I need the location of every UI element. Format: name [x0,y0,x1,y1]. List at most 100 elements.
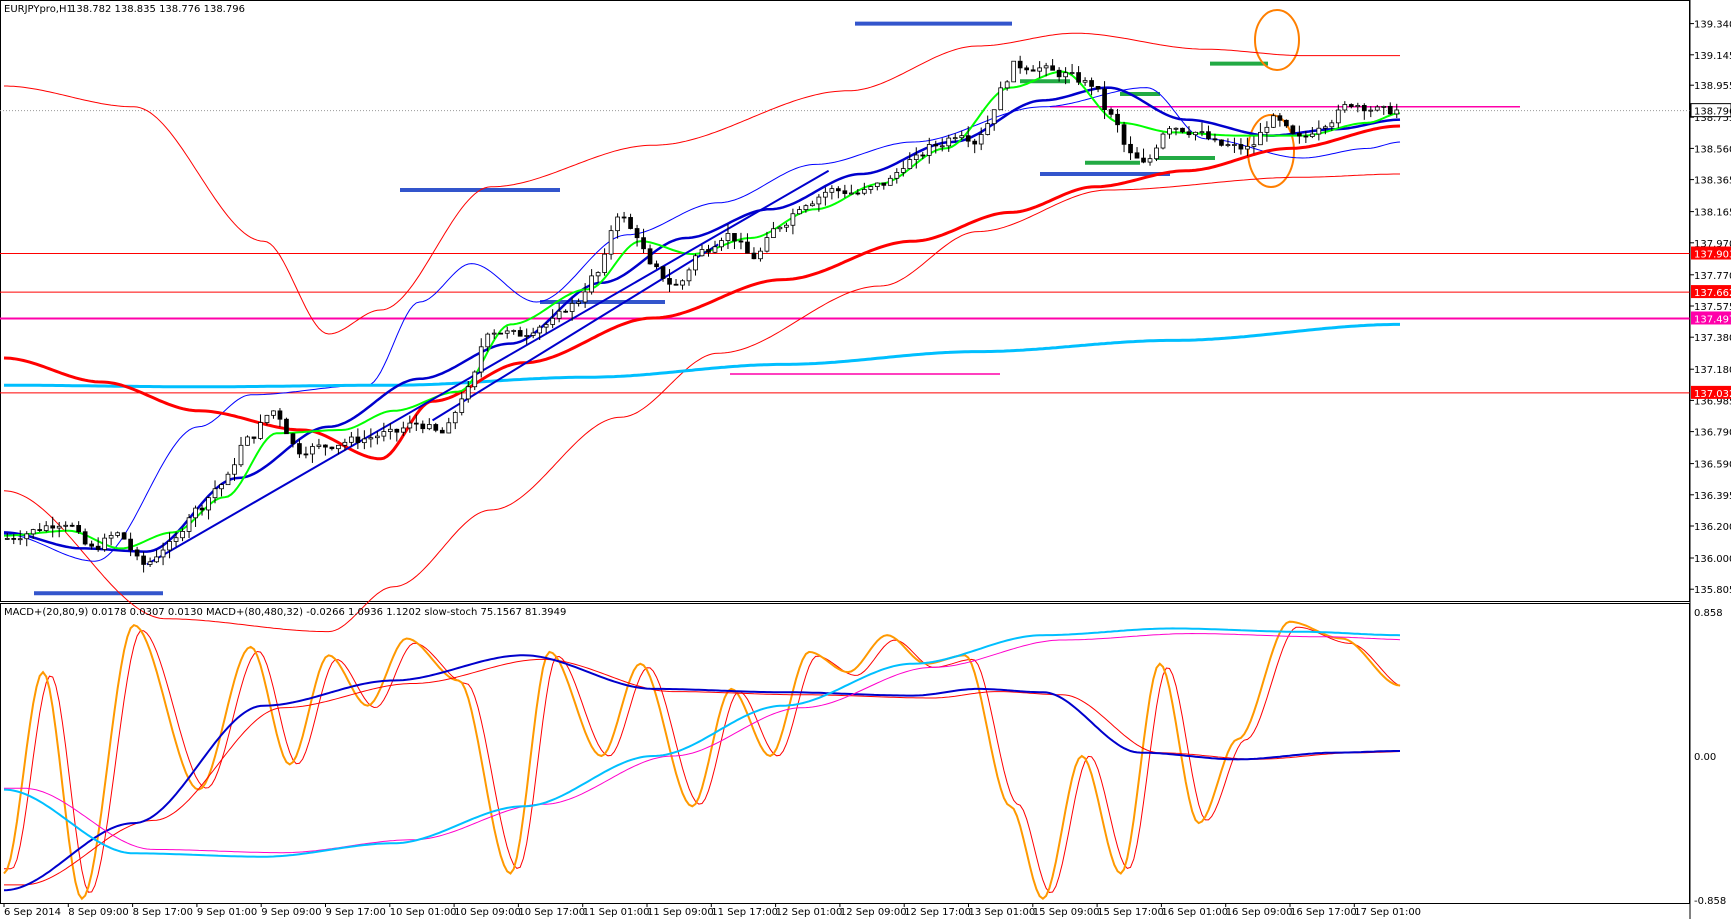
candle-body [1238,144,1244,150]
candle-body [1264,126,1270,133]
bollinger-band [3,87,1401,562]
current-price-tag [1690,103,1731,118]
y-tick-label: 137.380 [1694,333,1731,344]
price-tag [1691,385,1731,399]
ma-red [3,124,1401,461]
candle-body [212,488,218,499]
candle-body [621,216,627,219]
candle-body [1322,126,1328,129]
ma-cyan [4,322,1400,389]
candle-body [128,538,133,551]
candle-body [836,188,841,192]
price-tag-label: 137.903 [1694,250,1731,261]
orange-circle-top [1254,9,1300,71]
candle-body [413,422,419,425]
candle-body [589,275,594,293]
candle-body [491,332,497,335]
candle-body [965,135,971,142]
candle-body [959,135,965,139]
candle-body [154,556,159,563]
y-tick-label: 138.955 [1694,81,1731,92]
candle-body [686,269,692,282]
x-tick-label: 6 Sep 2014 [4,907,61,918]
candle-body [693,255,698,271]
x-tick-label: 8 Sep 17:00 [133,907,193,918]
candle-body [1024,67,1029,71]
candle-body [303,453,309,456]
candle-body [1076,72,1081,83]
horizontal-levels [0,106,1690,394]
indicator-series-2 [3,627,1401,858]
candle-body [913,154,919,160]
candle-body [939,145,945,148]
candle-body [1167,128,1172,135]
x-tick-label: 9 Sep 17:00 [326,907,386,918]
candle-body [556,310,562,319]
candle-body [362,438,367,444]
y-tick-label: 137.180 [1694,365,1731,376]
candle-body [238,444,244,466]
candle-body [920,154,926,157]
candle-body [63,524,69,527]
candle-body [517,330,523,337]
orange-circle-bottom [1247,114,1295,188]
candle-body [654,263,659,268]
candle-body [284,418,289,435]
candle-body [504,330,510,334]
candle-body [225,473,231,486]
trend-line-2 [432,243,719,422]
candle-body [1108,109,1114,115]
candle-body [30,529,36,535]
candle-body [95,545,101,550]
candle-body [17,538,23,541]
candle-body [887,177,893,186]
candle-body [1017,60,1023,69]
candle-body [264,414,270,423]
price-tag [1691,311,1731,325]
candle-body [569,303,575,312]
candle-body [1355,105,1361,108]
candle-body [310,446,315,455]
candle-body [76,525,82,533]
indicator-series-1 [3,654,1400,892]
trend-line-1 [146,169,830,566]
y-tick-label: 138.560 [1694,144,1731,155]
y-tick-label: 138.755 [1694,113,1731,124]
candle-body [297,443,302,455]
candle-body [1335,109,1341,124]
candle-body [342,441,348,446]
candle-body [712,246,718,253]
candle-body [576,301,581,304]
y-tick-label: 136.985 [1694,396,1731,407]
candle-body [173,537,179,542]
candle-body [641,237,646,250]
candle-body [251,436,257,439]
candle-body [1115,113,1120,126]
candle-body [1251,144,1257,147]
ohlc-label: 138.782 138.835 138.776 138.796 [70,4,245,15]
candle-body [1173,127,1179,130]
candle-body [69,524,75,527]
candle-body [420,423,426,430]
candle-body [673,283,679,286]
y-tick-label: 135.805 [1694,585,1731,596]
candle-body [1316,127,1322,135]
candle-body [37,529,43,531]
x-tick-label: 9 Sep 09:00 [261,907,321,918]
candle-body [1056,69,1062,78]
candle-body [349,436,354,443]
candle-body [186,517,192,532]
bollinger-wide-lower [3,173,1400,633]
candle-body [43,525,49,531]
candle-body [452,412,458,424]
y-tick-label: 138.165 [1694,208,1731,219]
candle-body [1199,131,1205,134]
indicator-y-tick-label: -0.858 [1694,896,1726,907]
candle-body [881,182,887,186]
bollinger-wide-upper [4,32,1400,335]
candle-body [1089,80,1094,87]
indicator-y-tick-label: 0.00 [1694,752,1716,763]
candle-body [394,428,400,433]
candle-body [1004,81,1010,89]
